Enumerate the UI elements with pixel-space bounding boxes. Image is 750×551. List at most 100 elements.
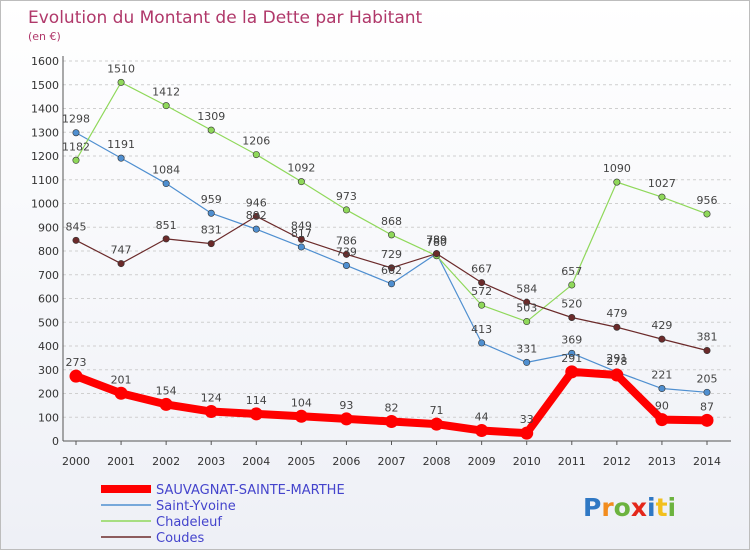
data-point [117, 154, 125, 162]
legend-label: Coudes [156, 531, 205, 546]
y-tick-label: 1000 [31, 198, 59, 211]
data-point [342, 206, 350, 214]
data-point [162, 180, 170, 188]
y-tick-label: 300 [38, 364, 59, 377]
data-label: 849 [291, 219, 312, 232]
x-tick-label: 2008 [423, 455, 451, 468]
data-label: 381 [697, 331, 718, 344]
data-label: 956 [697, 194, 718, 207]
chart-title: Evolution du Montant de la Dette par Hab… [28, 8, 423, 28]
data-label: 369 [561, 333, 582, 346]
y-tick-label: 700 [38, 269, 59, 282]
series-group [69, 78, 714, 440]
data-label: 817 [291, 227, 312, 240]
y-tick-label: 1300 [31, 126, 59, 139]
x-tick-label: 2013 [648, 455, 676, 468]
data-point [478, 279, 486, 287]
data-label: 868 [381, 215, 402, 228]
data-point [297, 235, 305, 243]
y-tick-labels: 0 100 200 300 400 500 600 700 800 900 1000 1100 1200… [31, 55, 59, 448]
data-point [430, 417, 444, 431]
data-label: 845 [66, 220, 87, 233]
y-tick-label: 1200 [31, 150, 59, 163]
y-tick-label: 1500 [31, 79, 59, 92]
data-label: 1412 [152, 86, 180, 99]
data-label: 114 [246, 394, 267, 407]
data-point [613, 323, 621, 331]
data-point [520, 426, 534, 440]
y-tick-label: 1400 [31, 103, 59, 116]
data-label: 657 [561, 265, 582, 278]
data-label: 154 [156, 384, 177, 397]
x-tick-label: 2007 [378, 455, 406, 468]
data-point [385, 415, 398, 429]
y-tick-label: 900 [38, 221, 59, 234]
y-tick-label: 1600 [31, 55, 59, 68]
x-tick-label: 2002 [152, 455, 180, 468]
logo-letter: o [614, 493, 631, 522]
data-point [655, 413, 669, 427]
data-label: 780 [426, 236, 447, 249]
x-tick-label: 2001 [107, 455, 135, 468]
data-label: 851 [156, 219, 177, 232]
data-point [387, 231, 395, 239]
data-point [523, 318, 531, 326]
data-point [523, 358, 531, 366]
data-label: 273 [66, 356, 87, 369]
data-point [387, 280, 395, 288]
data-point [475, 424, 489, 438]
data-label: 1510 [107, 62, 135, 75]
x-tick-label: 2005 [287, 455, 315, 468]
logo-letter: i [647, 493, 656, 522]
data-label: 221 [651, 369, 672, 382]
data-point [207, 240, 215, 248]
data-point [613, 178, 621, 186]
data-point [207, 126, 215, 134]
data-label: 413 [471, 323, 492, 336]
data-point [72, 236, 80, 244]
data-point [387, 264, 395, 272]
data-label: 44 [475, 411, 489, 424]
data-point [433, 250, 441, 258]
data-point [72, 129, 80, 137]
data-point [478, 301, 486, 309]
data-label: 662 [381, 264, 402, 277]
data-point [114, 386, 128, 400]
data-label: 667 [471, 263, 492, 276]
data-point [252, 151, 260, 159]
data-point [523, 298, 531, 306]
data-point [294, 409, 308, 423]
data-point [117, 78, 125, 86]
y-tick-label: 500 [38, 316, 59, 329]
data-label: 584 [516, 282, 537, 295]
data-label: 201 [111, 373, 132, 386]
data-label: 1191 [107, 138, 135, 151]
data-point [252, 225, 260, 233]
data-label: 1084 [152, 164, 180, 177]
logo-letter: t [656, 493, 668, 522]
data-label: 892 [246, 209, 267, 222]
data-point [297, 243, 305, 251]
data-label: 1206 [242, 135, 270, 148]
data-point [703, 210, 711, 218]
data-point [72, 156, 80, 164]
data-point [117, 260, 125, 268]
data-point [252, 212, 260, 220]
data-point [565, 365, 579, 379]
data-point [568, 281, 576, 289]
data-label: 739 [336, 245, 357, 258]
y-tick-label: 0 [52, 435, 59, 448]
data-label: 786 [336, 234, 357, 247]
data-label: 946 [246, 196, 267, 209]
data-label: 331 [516, 342, 537, 355]
data-label: 82 [385, 402, 399, 415]
y-tick-label: 200 [38, 388, 59, 401]
x-tick-label: 2003 [197, 455, 225, 468]
data-label: 789 [426, 234, 447, 247]
data-point [700, 413, 714, 427]
data-label: 747 [111, 244, 132, 257]
data-label: 1309 [197, 110, 225, 123]
data-point [249, 407, 263, 421]
logo-letter: i [668, 493, 677, 522]
